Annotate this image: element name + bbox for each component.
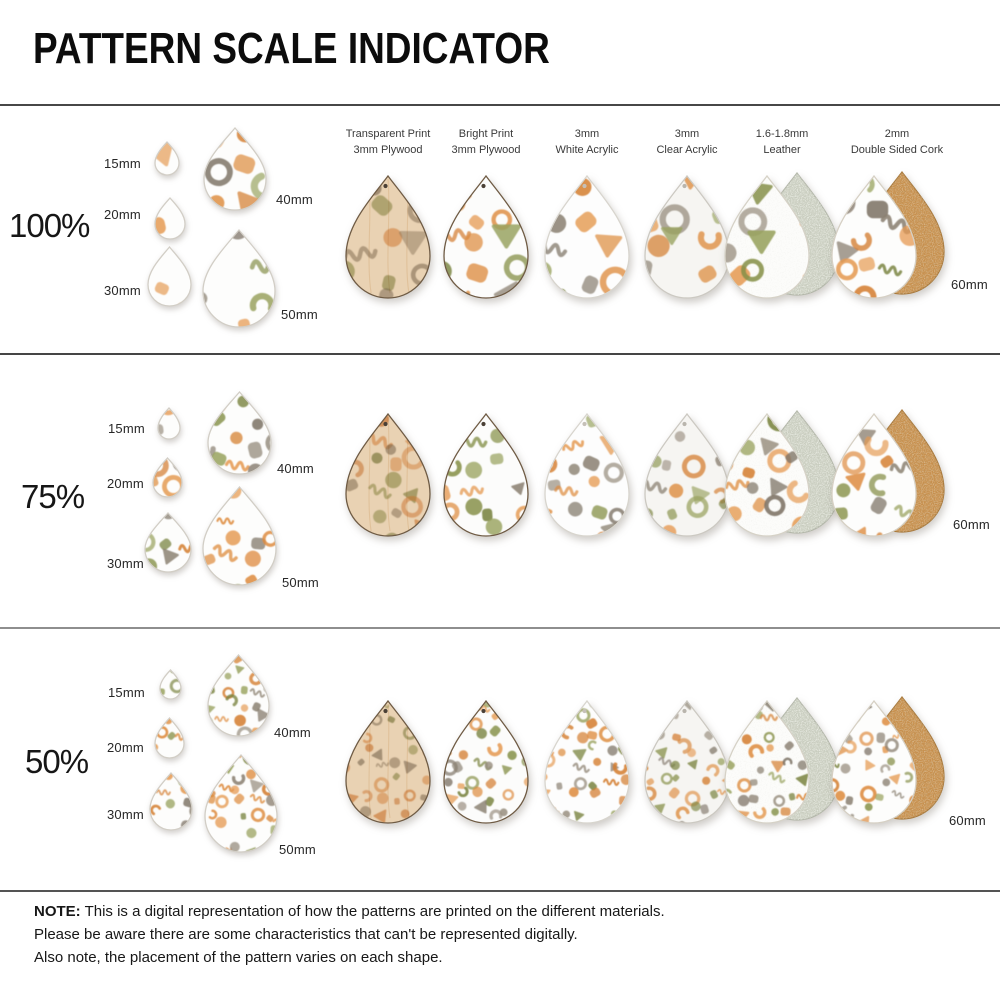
material-teardrop-transparent-print-plywood-75 <box>345 412 431 537</box>
material-teardrop-white-acrylic-50 <box>544 699 630 824</box>
sample-teardrop-30mm-100 <box>147 245 192 307</box>
divider-bottom <box>0 890 1000 892</box>
sample-teardrop-15mm-100 <box>154 141 180 176</box>
size-label-15mm-75: 15mm <box>108 421 145 436</box>
material-teardrop-bright-print-plywood-100 <box>443 174 529 299</box>
sample-teardrop-40mm-50 <box>207 653 270 737</box>
material-teardrop-bright-print-plywood-50 <box>443 699 529 824</box>
sample-teardrop-15mm-75 <box>157 407 181 440</box>
sample-teardrop-50mm-100 <box>202 228 276 328</box>
sample-teardrop-40mm-75 <box>207 390 272 475</box>
sample-teardrop-15mm-50 <box>159 669 182 700</box>
sample-teardrop-40mm-100 <box>203 126 267 211</box>
size-label-15mm-50: 15mm <box>108 685 145 700</box>
material-teardrop-transparent-print-plywood-50 <box>345 699 431 824</box>
size-label-20mm-75: 20mm <box>107 476 144 491</box>
material-teardrop-leather-50 <box>724 696 840 824</box>
column-header-leather: 1.6-1.8mm Leather <box>707 127 857 159</box>
size-label-20mm-50: 20mm <box>107 740 144 755</box>
column-header-line1: 2mm <box>884 128 910 140</box>
size-label-40mm-50: 40mm <box>274 725 311 740</box>
column-header-white-acrylic: 3mm White Acrylic <box>512 127 662 159</box>
column-header-bright-print-plywood: Bright Print 3mm Plywood <box>411 127 561 159</box>
note-line-3: Also note, the placement of the pattern … <box>34 948 443 966</box>
sample-teardrop-50mm-50 <box>204 753 278 853</box>
sample-teardrop-30mm-75 <box>144 512 192 573</box>
column-header-line2: White Acrylic <box>555 143 619 156</box>
sample-teardrop-20mm-75 <box>152 457 183 498</box>
scale-label-50: 50% <box>25 743 89 780</box>
material-teardrop-white-acrylic-75 <box>544 412 630 537</box>
material-teardrop-cork-100 <box>831 170 945 299</box>
note-label: NOTE: <box>34 903 81 920</box>
size-label-30mm-100: 30mm <box>104 283 141 298</box>
material-teardrop-transparent-print-plywood-100 <box>345 174 431 299</box>
column-header-transparent-print-plywood: Transparent Print 3mm Plywood <box>313 127 463 159</box>
material-teardrop-leather-100 <box>724 171 840 299</box>
note-text: NOTE: This is a digital representation o… <box>34 901 665 969</box>
scale-label-100: 100% <box>9 207 90 244</box>
column-header-line2: 3mm Plywood <box>353 143 423 156</box>
scale-label-75: 75% <box>21 478 85 515</box>
divider-top <box>0 104 1000 106</box>
sample-teardrop-50mm-75 <box>202 485 277 586</box>
material-teardrop-leather-75 <box>724 409 840 537</box>
material-teardrop-cork-75 <box>831 408 945 537</box>
material-teardrop-cork-50 <box>831 695 945 824</box>
size-label-50mm-50: 50mm <box>279 842 316 857</box>
size-label-60mm-50: 60mm <box>949 813 986 828</box>
size-label-50mm-75: 50mm <box>282 575 319 590</box>
column-header-line2: Clear Acrylic <box>656 143 718 156</box>
divider-after-100 <box>0 353 1000 355</box>
column-header-line1: Bright Print <box>458 128 514 140</box>
sample-teardrop-20mm-50 <box>154 717 185 759</box>
column-header-line1: 3mm <box>574 128 600 140</box>
size-label-30mm-75: 30mm <box>107 556 144 571</box>
size-label-40mm-75: 40mm <box>277 461 314 476</box>
size-label-20mm-100: 20mm <box>104 207 141 222</box>
sample-teardrop-20mm-100 <box>154 197 186 240</box>
sample-teardrop-30mm-50 <box>149 771 193 831</box>
size-label-50mm-100: 50mm <box>281 307 318 322</box>
material-teardrop-white-acrylic-100 <box>544 174 630 299</box>
note-line-2: Please be aware there are some character… <box>34 925 578 943</box>
size-label-60mm-100: 60mm <box>951 277 988 292</box>
column-header-line2: Leather <box>763 143 801 156</box>
column-header-line1: 1.6-1.8mm <box>755 128 809 140</box>
page-title: PATTERN SCALE INDICATOR <box>33 24 550 73</box>
column-header-line2: 3mm Plywood <box>451 143 521 156</box>
column-header-line1: 3mm <box>674 128 700 140</box>
column-header-double-sided-cork: 2mm Double Sided Cork <box>822 127 972 159</box>
material-teardrop-clear-acrylic-50 <box>644 699 730 824</box>
material-teardrop-clear-acrylic-100 <box>644 174 730 299</box>
size-label-60mm-75: 60mm <box>953 517 990 532</box>
column-header-clear-acrylic: 3mm Clear Acrylic <box>612 127 762 159</box>
material-teardrop-bright-print-plywood-75 <box>443 412 529 537</box>
divider-after-75 <box>0 627 1000 629</box>
size-label-15mm-100: 15mm <box>104 156 141 171</box>
note-line-1: NOTE: This is a digital representation o… <box>34 903 665 920</box>
column-header-line1: Transparent Print <box>345 128 431 140</box>
column-header-line2: Double Sided Cork <box>850 143 944 156</box>
material-teardrop-clear-acrylic-75 <box>644 412 730 537</box>
size-label-40mm-100: 40mm <box>276 192 313 207</box>
size-label-30mm-50: 30mm <box>107 807 144 822</box>
